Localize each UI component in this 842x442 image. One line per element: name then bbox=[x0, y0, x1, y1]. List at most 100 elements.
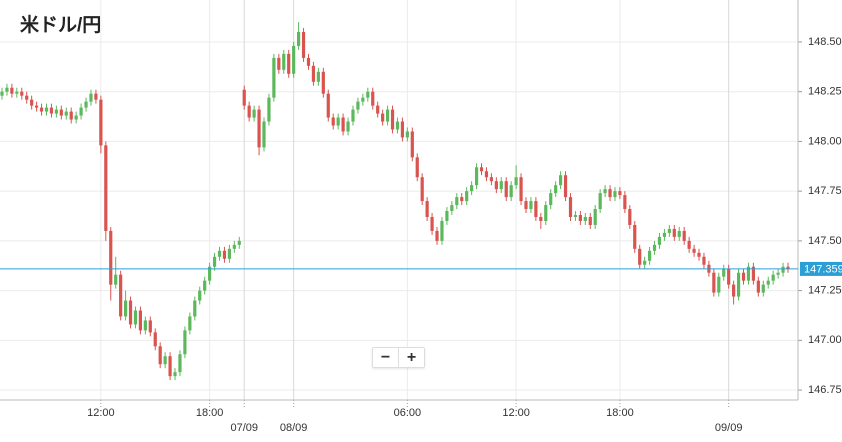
y-tick-label: 148.000 bbox=[808, 135, 842, 147]
candle-body bbox=[593, 209, 597, 225]
candle-body bbox=[549, 193, 553, 206]
candle-body bbox=[193, 300, 197, 317]
candle-body bbox=[178, 354, 182, 373]
candle-body bbox=[400, 121, 405, 138]
candle-body bbox=[484, 171, 489, 178]
candle-body bbox=[208, 266, 212, 281]
candle-body bbox=[54, 109, 58, 114]
candle-body bbox=[628, 209, 632, 225]
last-price-box bbox=[800, 261, 842, 276]
candle-body bbox=[74, 115, 78, 120]
candle-body bbox=[608, 189, 612, 198]
candle-body bbox=[272, 57, 276, 98]
candle-body bbox=[35, 105, 39, 108]
candle-body bbox=[692, 248, 696, 253]
candle-body bbox=[316, 71, 320, 82]
candle-body bbox=[5, 87, 9, 92]
candle-body bbox=[717, 276, 721, 293]
candle-body bbox=[751, 266, 755, 281]
candle-body bbox=[20, 91, 24, 96]
candle-body bbox=[89, 93, 93, 102]
candle-body bbox=[277, 57, 281, 70]
candle-body bbox=[623, 195, 627, 210]
candle-body bbox=[682, 230, 686, 241]
candle-body bbox=[267, 97, 271, 122]
candle-body bbox=[776, 272, 780, 275]
candle-body bbox=[212, 256, 217, 267]
candle-body bbox=[153, 332, 157, 347]
candle-body bbox=[247, 105, 251, 118]
candle-body bbox=[573, 215, 578, 218]
candle-body bbox=[341, 117, 345, 132]
candle-body bbox=[474, 167, 479, 186]
candle-body bbox=[366, 91, 370, 98]
candle-body bbox=[415, 157, 419, 178]
zoom-in-button[interactable]: + bbox=[398, 348, 424, 367]
candle-body bbox=[445, 211, 449, 221]
candle-body bbox=[252, 109, 256, 118]
candle-body bbox=[10, 87, 14, 94]
candle-body bbox=[39, 107, 44, 112]
candle-body bbox=[385, 109, 390, 122]
candle-body bbox=[559, 175, 563, 186]
candle-body bbox=[109, 230, 113, 285]
y-tick-label: 147.250 bbox=[808, 285, 842, 297]
candle-body bbox=[395, 121, 400, 130]
candle-body bbox=[198, 290, 202, 301]
candle-body bbox=[489, 177, 493, 182]
candle-body bbox=[727, 268, 731, 285]
candle-body bbox=[326, 93, 330, 118]
candle-body bbox=[687, 240, 691, 249]
candle-body bbox=[554, 185, 558, 194]
candle-body bbox=[306, 57, 311, 66]
candle-body bbox=[534, 201, 538, 218]
x-tick-label: 12:00 bbox=[87, 407, 115, 419]
candle-body bbox=[203, 280, 207, 291]
candle-body bbox=[242, 89, 246, 106]
candle-body bbox=[652, 244, 657, 251]
candle-body bbox=[173, 372, 177, 377]
candle-body bbox=[494, 181, 498, 190]
y-tick-label: 148.250 bbox=[808, 86, 842, 98]
chart-title: 米ドル/円 bbox=[20, 15, 102, 36]
zoom-out-button[interactable]: − bbox=[380, 349, 391, 366]
y-tick-label: 147.750 bbox=[808, 185, 842, 197]
candle-body bbox=[371, 91, 375, 106]
candle-body bbox=[282, 53, 286, 70]
candle-body bbox=[672, 228, 676, 237]
candle-body bbox=[440, 220, 444, 241]
candle-body bbox=[504, 181, 508, 198]
candle-body bbox=[420, 177, 424, 202]
candle-body bbox=[217, 250, 222, 257]
candle-body bbox=[697, 252, 701, 257]
candle-body bbox=[301, 32, 306, 58]
candle-body bbox=[44, 107, 49, 112]
y-tick-label: 147.500 bbox=[808, 235, 842, 247]
candle-body bbox=[237, 240, 241, 245]
candle-body bbox=[183, 330, 187, 355]
candle-body bbox=[331, 117, 335, 126]
y-tick-label: 148.500 bbox=[808, 36, 842, 48]
candle-body bbox=[529, 201, 533, 210]
candle-body bbox=[657, 236, 662, 245]
candle-body bbox=[69, 111, 73, 120]
candle-body bbox=[257, 109, 261, 148]
candle-body bbox=[712, 272, 716, 293]
candle-body bbox=[361, 97, 365, 102]
candle-body bbox=[351, 109, 355, 122]
candle-body bbox=[643, 260, 647, 265]
candle-body bbox=[732, 284, 736, 297]
candle-body bbox=[148, 320, 152, 333]
x-tick-label: 18:00 bbox=[196, 407, 224, 419]
candle-body bbox=[588, 217, 592, 225]
candle-body bbox=[311, 65, 316, 82]
zoom-controls: − + bbox=[372, 347, 425, 368]
candle-body bbox=[262, 121, 266, 148]
candle-body bbox=[356, 101, 360, 110]
candle-body bbox=[410, 131, 414, 158]
candle-body bbox=[158, 346, 162, 365]
candle-body bbox=[79, 107, 83, 116]
candle-body bbox=[509, 185, 513, 198]
